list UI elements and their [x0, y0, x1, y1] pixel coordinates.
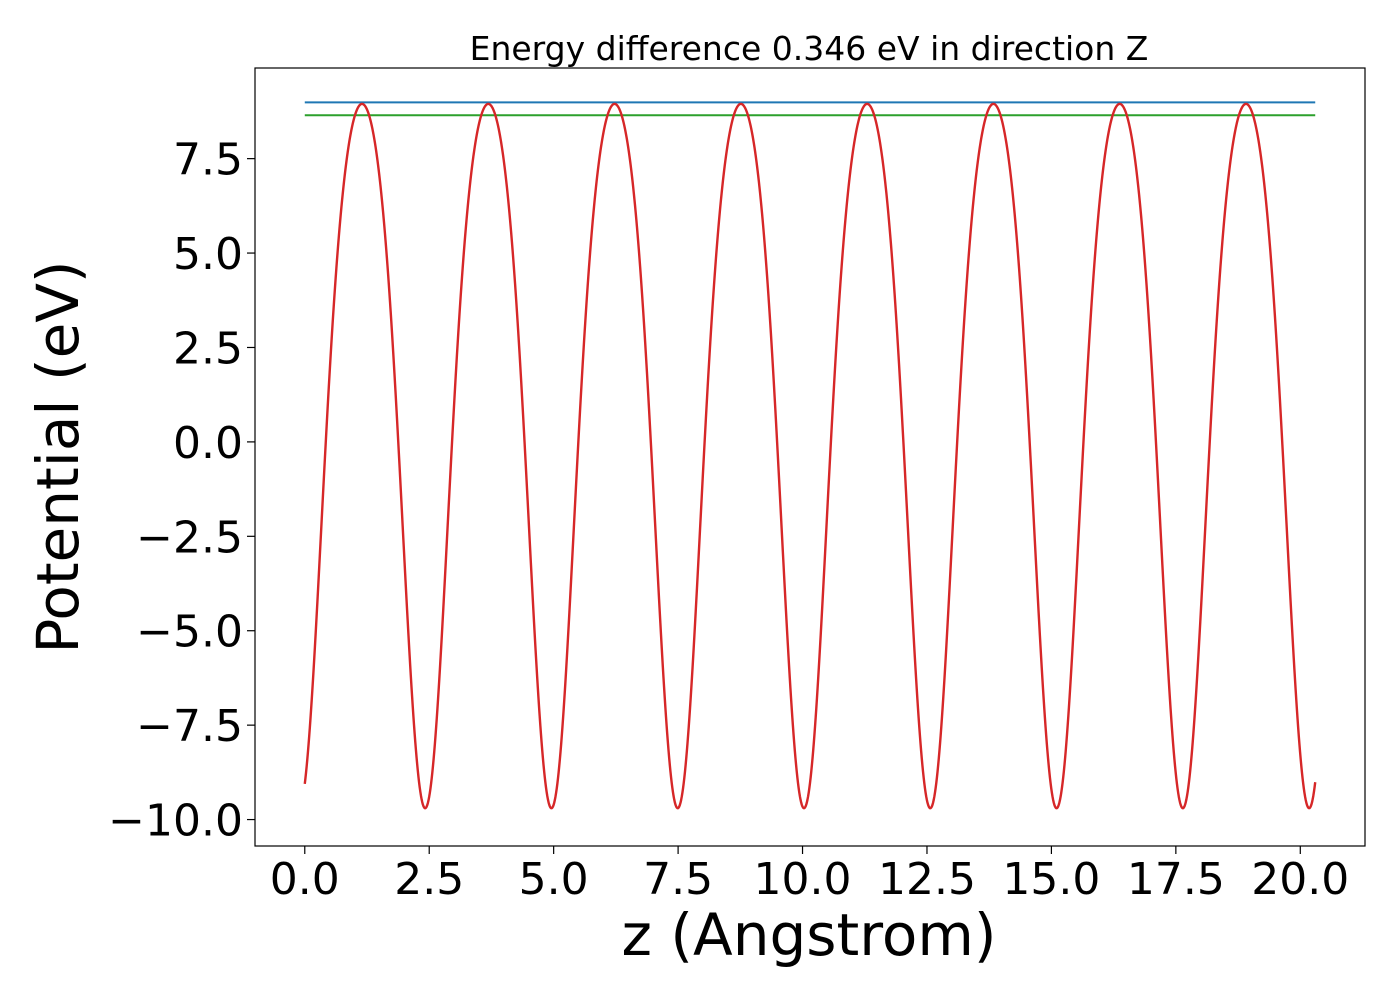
- x-tick-label: 10.0: [754, 854, 852, 905]
- x-tick-label: 0.0: [270, 854, 340, 905]
- potential-curve: [303, 102, 1317, 810]
- y-tick-label: −2.5: [136, 512, 243, 563]
- y-tick-label: 7.5: [173, 135, 243, 186]
- y-tick-label: −10.0: [108, 796, 243, 847]
- x-tick-label: 2.5: [394, 854, 464, 905]
- x-tick-label: 15.0: [1002, 854, 1100, 905]
- x-tick-label: 20.0: [1251, 854, 1349, 905]
- y-axis-ticks: 7.5 5.0 2.5 0.0 −2.5 −5.0 −7.5 −10.0: [108, 135, 255, 847]
- plot-frame: [254, 67, 1366, 847]
- y-tick-label: −7.5: [136, 701, 243, 752]
- y-tick-label: −5.0: [136, 607, 243, 658]
- y-tick-label: 5.0: [173, 229, 243, 280]
- y-axis-label: Potential (eV): [24, 260, 92, 653]
- x-axis-ticks: 0.0 2.5 5.0 7.5 10.0 12.5 15.0 17.5 20.0: [270, 846, 1349, 905]
- x-axis-label: z (Angstrom): [622, 901, 997, 969]
- x-tick-label: 7.5: [643, 854, 713, 905]
- x-tick-label: 17.5: [1127, 854, 1225, 905]
- y-tick-label: 2.5: [173, 323, 243, 374]
- x-tick-label: 12.5: [878, 854, 976, 905]
- series-group: [303, 101, 1317, 810]
- chart-title: Energy difference 0.346 eV in direction …: [470, 29, 1149, 68]
- y-tick-label: 0.0: [173, 418, 243, 469]
- x-tick-label: 5.0: [519, 854, 589, 905]
